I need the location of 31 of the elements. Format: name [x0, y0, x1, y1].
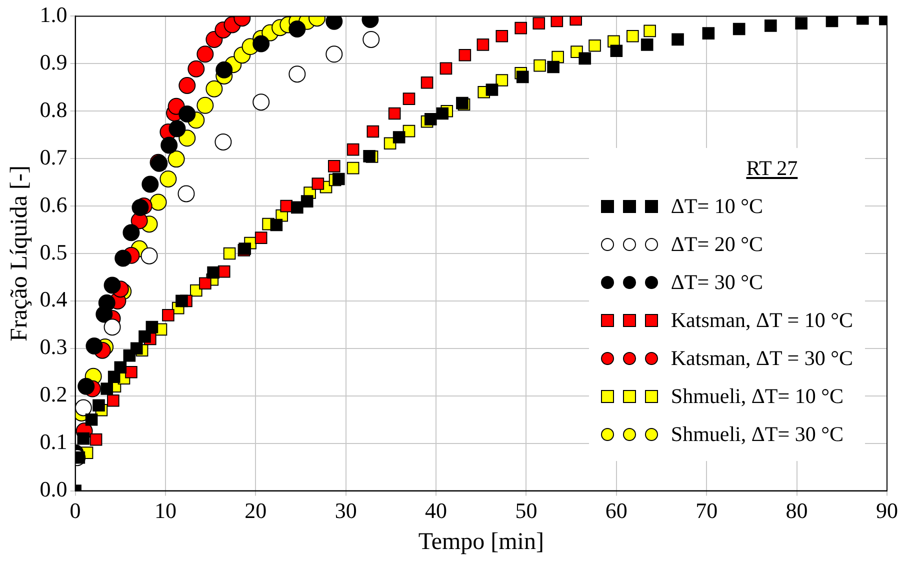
legend-label: ΔT= 20 °C: [670, 232, 763, 256]
legend-label: Katsman, ΔT = 10 °C: [670, 308, 853, 332]
y-tick-label: 0.6: [40, 192, 68, 217]
x-tick-label: 30: [334, 498, 357, 523]
y-tick-label: 0.4: [40, 286, 68, 312]
y-tick-label: 1.0: [40, 2, 68, 27]
x-tick-label: 0: [70, 498, 81, 523]
legend-label: Katsman, ΔT = 30 °C: [670, 346, 853, 370]
x-tick-label: 70: [696, 498, 718, 523]
y-tick-label: 0.2: [40, 382, 68, 407]
legend-label: Shmueli, ΔT= 30 °C: [670, 422, 844, 446]
x-tick-label: 80: [786, 498, 808, 523]
legend-label: ΔT= 30 °C: [670, 270, 763, 294]
legend-label: ΔT= 10 °C: [670, 194, 763, 218]
y-axis-title: Fração Líquida [-]: [6, 166, 33, 342]
x-tick-label: 90: [876, 498, 898, 523]
y-tick-label: 0.5: [40, 239, 68, 264]
x-tick-label: 50: [515, 498, 538, 523]
x-axis-title: Tempo [min]: [418, 528, 544, 555]
y-tick-label: 0.0: [40, 476, 68, 502]
x-tick-label: 20: [244, 498, 267, 523]
legend-label: Shmueli, ΔT= 10 °C: [670, 384, 844, 408]
legend-title: RT 27: [745, 156, 799, 181]
y-tick-label: 0.7: [40, 144, 68, 170]
y-tick-label: 0.3: [40, 334, 68, 360]
x-tick-label: 60: [605, 498, 628, 523]
x-tick-label: 10: [154, 498, 176, 523]
y-tick-label: 0.8: [40, 96, 68, 122]
y-tick-label: 0.1: [40, 429, 68, 454]
y-tick-label: 0.9: [40, 49, 68, 74]
x-tick-label: 40: [425, 498, 448, 523]
